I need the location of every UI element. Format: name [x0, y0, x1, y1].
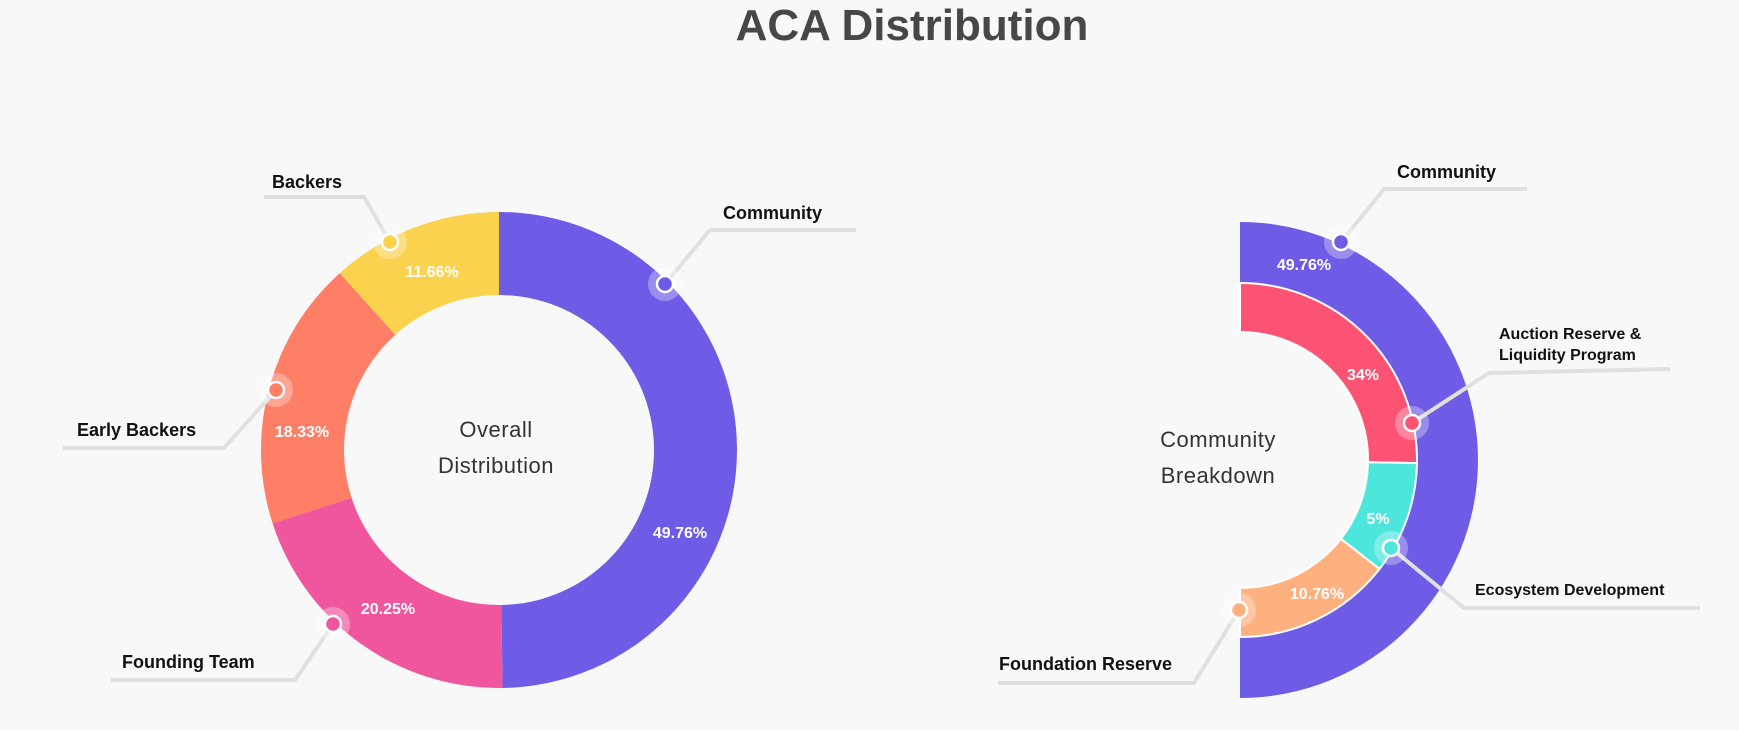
marker-dot-backers	[380, 232, 400, 252]
leader-line-foundation-reserve	[998, 608, 1241, 685]
name-label-foundation-reserve: Foundation Reserve	[999, 654, 1172, 674]
center-label-line1: Overall	[459, 417, 532, 442]
name-label-auction-line2: Liquidity Program	[1499, 347, 1636, 364]
left-percent-labels: 49.76% 20.25% 18.33% 11.66%	[275, 264, 707, 618]
pct-label-founding-team: 20.25%	[361, 601, 415, 618]
leader-line-backers	[264, 195, 392, 244]
center-label-line2: Distribution	[438, 453, 554, 478]
slice-backers	[339, 212, 499, 335]
slice-community	[499, 212, 738, 688]
pct-label-ecosystem: 5%	[1366, 511, 1389, 528]
marker-dot-community	[655, 274, 675, 294]
name-label-ecosystem: Ecosystem Development	[1475, 582, 1665, 599]
center-label-line2: Breakdown	[1161, 463, 1276, 488]
pct-label-community: 49.76%	[1277, 257, 1331, 274]
name-label-early-backers: Early Backers	[77, 420, 196, 440]
leader-line-early-backers	[63, 388, 278, 450]
right-leaders	[998, 187, 1700, 685]
marker-dot-community-right	[1331, 232, 1351, 252]
slice-founding-team	[272, 497, 503, 688]
community-breakdown-donut	[1239, 222, 1478, 698]
leader-line-founding-team	[111, 622, 335, 682]
left-leaders	[63, 195, 856, 682]
name-label-auction-line1: Auction Reserve &	[1499, 326, 1642, 343]
marker-dots	[259, 225, 1429, 641]
name-label-founding-team: Founding Team	[122, 652, 255, 672]
right-center-label: Community Breakdown	[1160, 427, 1276, 488]
leader-line-community	[663, 228, 856, 286]
marker-dot-ecosystem	[1381, 538, 1401, 558]
pct-label-auction-reserve: 34%	[1347, 367, 1379, 384]
slice-foundation-reserve	[1239, 537, 1381, 639]
name-label-community: Community	[723, 203, 822, 223]
slice-community	[1240, 222, 1478, 698]
name-label-backers: Backers	[272, 172, 342, 192]
right-name-labels: Community Auction Reserve & Liquidity Pr…	[999, 162, 1665, 674]
overall-distribution-donut	[261, 212, 738, 688]
center-label-line1: Community	[1160, 427, 1276, 452]
leader-line-community	[1339, 187, 1527, 244]
pct-label-community: 49.76%	[653, 525, 707, 542]
leader-line-ecosystem	[1389, 546, 1700, 610]
pct-label-early-backers: 18.33%	[275, 424, 329, 441]
pct-label-backers: 11.66%	[405, 264, 458, 281]
marker-dot-founding-team	[323, 614, 343, 634]
left-name-labels: Community Founding Team Early Backers Ba…	[77, 172, 822, 672]
right-percent-labels: 49.76% 34% 5% 10.76%	[1277, 257, 1390, 603]
pct-label-foundation-reserve: 10.76%	[1290, 586, 1344, 603]
marker-dot-auction-reserve	[1402, 413, 1422, 433]
marker-dot-early-backers	[266, 380, 286, 400]
chart-title: ACA Distribution	[736, 1, 1089, 50]
leader-line-auction-reserve	[1410, 367, 1671, 425]
marker-dot-foundation-reserve	[1229, 600, 1249, 620]
name-label-community: Community	[1397, 162, 1496, 182]
left-center-label: Overall Distribution	[438, 417, 554, 478]
slice-early-backers	[261, 273, 396, 524]
